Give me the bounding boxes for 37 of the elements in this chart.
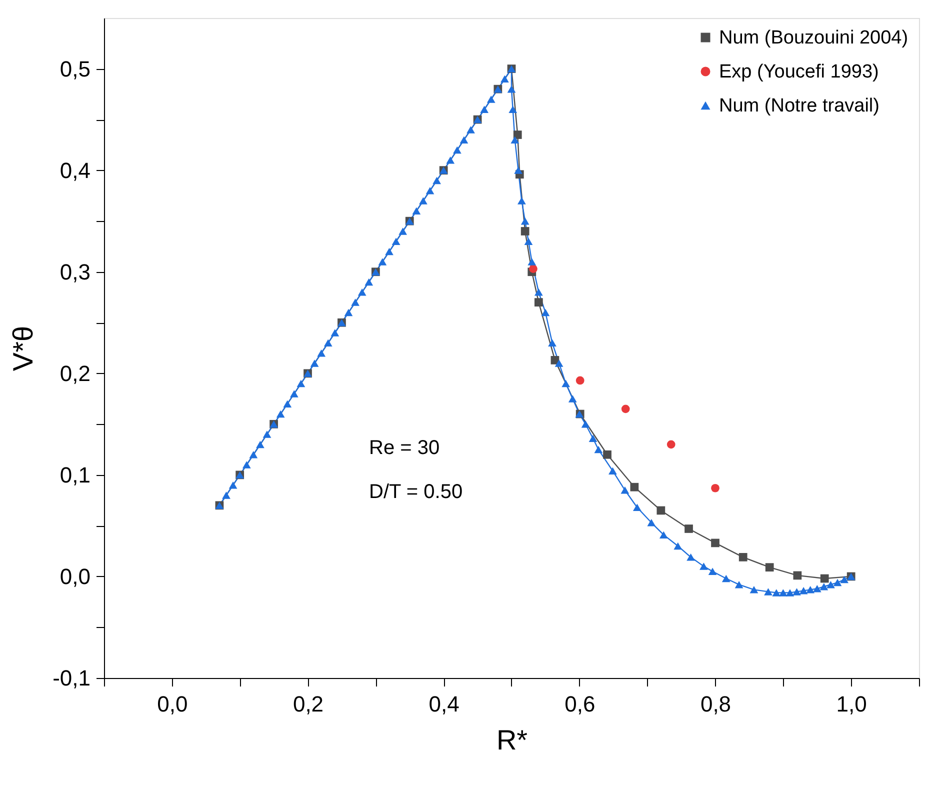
annotation: Re = 30 bbox=[369, 437, 440, 459]
y-tick-label: 0,1 bbox=[60, 462, 90, 488]
point bbox=[656, 506, 666, 515]
point bbox=[534, 298, 543, 306]
point bbox=[529, 264, 538, 273]
point bbox=[576, 376, 584, 385]
point bbox=[520, 227, 530, 236]
y-tick-label: 0,3 bbox=[60, 259, 90, 284]
annotation: D/T = 0.50 bbox=[369, 481, 463, 503]
y-tick-label: 0,0 bbox=[60, 564, 90, 589]
x-tick-label: 0,2 bbox=[292, 692, 324, 716]
x-tick-label: 0,0 bbox=[157, 692, 188, 716]
y-axis-title: V*θ bbox=[8, 326, 39, 372]
point bbox=[513, 130, 522, 139]
point bbox=[621, 404, 630, 414]
y-tick-label: 0,5 bbox=[60, 56, 90, 82]
legend-label: Num (Bouzouini 2004) bbox=[719, 28, 908, 48]
x-axis-title: R* bbox=[496, 724, 528, 756]
point bbox=[765, 563, 774, 572]
point bbox=[711, 484, 720, 492]
point bbox=[684, 524, 693, 533]
y-tick-label: -0,1 bbox=[52, 666, 90, 690]
y-tick-label: 0,2 bbox=[60, 360, 90, 386]
point bbox=[711, 538, 720, 548]
x-tick-label: 1,0 bbox=[836, 692, 867, 716]
point bbox=[630, 482, 639, 492]
point bbox=[738, 552, 748, 562]
x-tick-label: 0,6 bbox=[564, 692, 596, 716]
point bbox=[603, 450, 612, 459]
legend-label: Exp (Youcefi 1993) bbox=[719, 62, 879, 82]
point bbox=[820, 574, 829, 583]
x-tick-label: 0,4 bbox=[428, 692, 460, 716]
y-tick-label: 0,4 bbox=[60, 158, 90, 183]
point bbox=[666, 440, 676, 449]
legend-label: Num (Notre travail) bbox=[719, 96, 880, 116]
point bbox=[793, 571, 802, 580]
x-tick-label: 0,8 bbox=[700, 692, 732, 716]
